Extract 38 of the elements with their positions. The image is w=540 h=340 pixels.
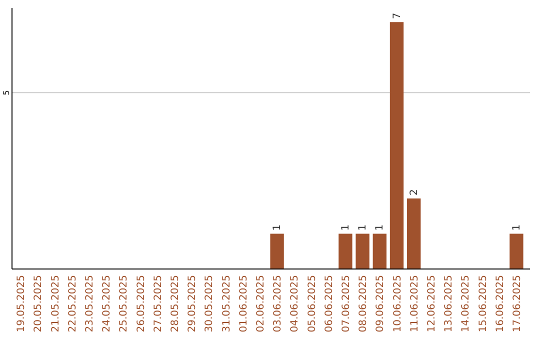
x-tick-label: 11.06.2025 (409, 275, 420, 332)
data-label: 7 (392, 12, 403, 20)
x-tick-label: 24.05.2025 (102, 275, 113, 332)
x-tick-label: 20.05.2025 (33, 275, 44, 332)
x-tick-label: 31.05.2025 (221, 275, 232, 332)
x-tick-label: 06.06.2025 (324, 275, 335, 332)
x-tick-label: 04.06.2025 (290, 275, 301, 332)
x-tick-label: 01.06.2025 (238, 275, 250, 332)
x-tick-label: 22.05.2025 (67, 275, 78, 332)
x-tick-label: 05.06.2025 (306, 275, 318, 332)
x-tick-label: 10.06.2025 (392, 275, 404, 332)
data-label: 1 (272, 224, 284, 231)
data-label: 1 (374, 224, 386, 231)
x-tick-label: 29.05.2025 (187, 275, 198, 332)
x-tick-label: 17.06.2025 (512, 275, 523, 332)
data-label: 1 (358, 224, 369, 231)
x-tick-label: 09.06.2025 (375, 275, 386, 332)
x-tick-label: 13.06.2025 (444, 275, 455, 332)
x-tick-label: 08.06.2025 (358, 275, 370, 332)
x-tick-label: 27.05.2025 (152, 275, 164, 332)
x-tick-label: 14.06.2025 (460, 275, 472, 332)
data-label: 1 (511, 224, 522, 231)
x-tick-label: 19.05.2025 (16, 275, 28, 332)
x-tick-label: 03.06.2025 (272, 275, 284, 332)
x-tick-label: 16.06.2025 (494, 275, 506, 332)
data-label: 2 (408, 189, 420, 196)
y-tick-label: 5 (2, 90, 11, 96)
x-tick-label: 12.06.2025 (426, 275, 438, 332)
x-tick-label: 07.06.2025 (340, 275, 352, 332)
x-tick-label: 30.05.2025 (204, 275, 216, 332)
x-tick-label: 25.05.2025 (118, 275, 130, 332)
x-tick-label: 28.05.2025 (170, 275, 181, 332)
x-tick-label: 02.06.2025 (255, 275, 266, 332)
x-tick-label: 21.05.2025 (50, 275, 62, 332)
x-tick-label: 26.05.2025 (136, 275, 147, 332)
data-label: 1 (340, 224, 352, 231)
x-tick-label: 15.06.2025 (478, 275, 489, 332)
x-tick-label: 23.05.2025 (84, 275, 96, 332)
